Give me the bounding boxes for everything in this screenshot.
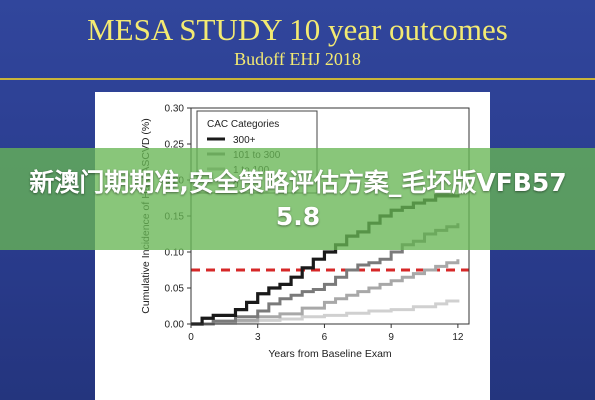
x-tick-label: 3: [255, 332, 261, 343]
x-axis-title: Years from Baseline Exam: [268, 348, 392, 360]
title-divider: [0, 78, 595, 80]
y-tick-label: 0.30: [165, 104, 185, 115]
x-tick-label: 0: [188, 332, 194, 343]
y-tick-label: 0.10: [165, 248, 185, 259]
x-tick-label: 6: [322, 332, 328, 343]
slide-subtitle: Budoff EHJ 2018: [234, 49, 361, 69]
legend-title: CAC Categories: [207, 119, 279, 130]
legend-entry-label: 300+: [233, 135, 256, 146]
y-tick-label: 0.25: [165, 140, 185, 151]
y-tick-label: 0.00: [165, 320, 185, 331]
overlay-banner: [0, 148, 595, 250]
y-tick-label: 0.05: [165, 284, 185, 295]
x-tick-label: 12: [452, 332, 464, 343]
overlay-banner-text: 新澳门期期准,安全策略评估方案_毛坯版VFB575.8: [29, 168, 567, 231]
x-tick-label: 9: [388, 332, 394, 343]
slide-title: MESA STUDY 10 year outcomes: [87, 12, 508, 47]
